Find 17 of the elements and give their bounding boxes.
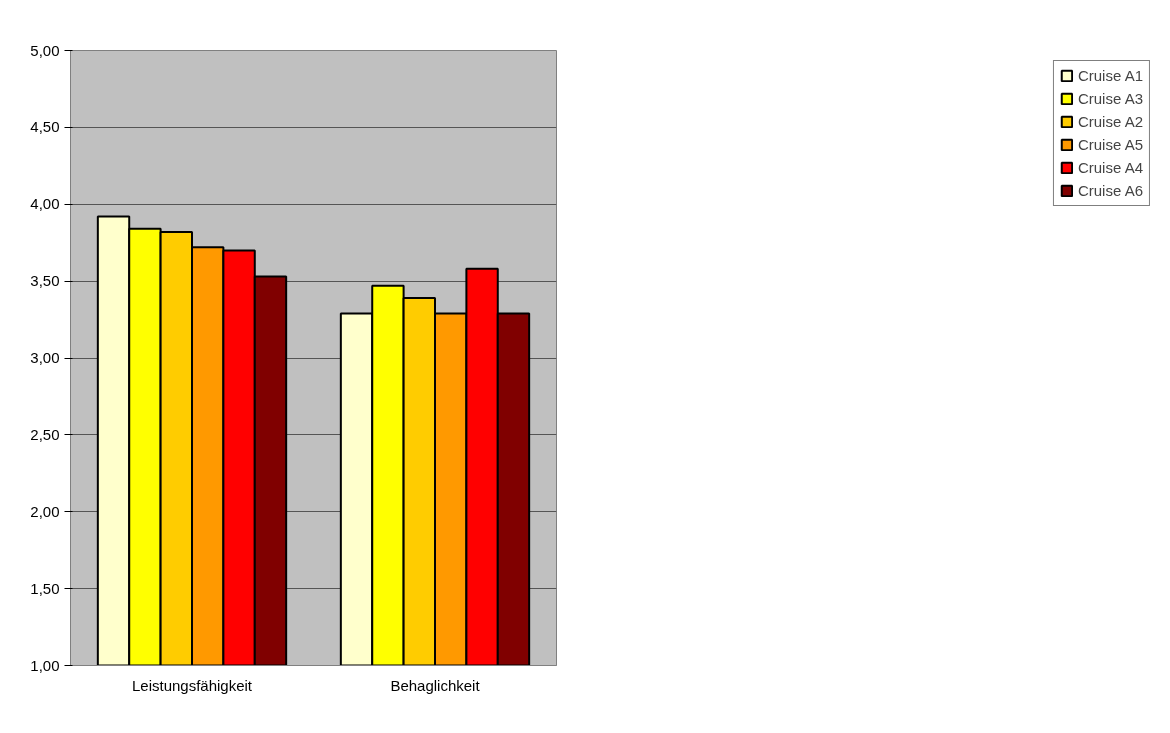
legend-label: Cruise A6 [1077, 182, 1143, 199]
legend-label: Cruise A4 [1077, 159, 1143, 176]
y-tick-label: 2,00 [30, 502, 60, 520]
legend-label: Cruise A5 [1077, 136, 1143, 153]
y-tick-label: 5,00 [30, 41, 60, 59]
y-tick-label: 3,50 [30, 272, 60, 290]
y-tick-label: 4,50 [30, 118, 60, 136]
legend-label: Cruise A2 [1077, 113, 1143, 130]
y-tick-label: 2,50 [30, 425, 60, 443]
x-tick-label: Behaglichkeit [390, 676, 481, 694]
x-tick-label: Leistungsfähigkeit [131, 676, 253, 694]
y-tick-label: 1,50 [30, 579, 60, 597]
legend-label: Cruise A3 [1077, 90, 1143, 107]
legend-label: Cruise A1 [1077, 67, 1143, 84]
y-tick-label: 1,00 [30, 656, 60, 674]
y-tick-label: 3,00 [30, 349, 60, 366]
y-tick-label: 4,00 [30, 195, 60, 213]
